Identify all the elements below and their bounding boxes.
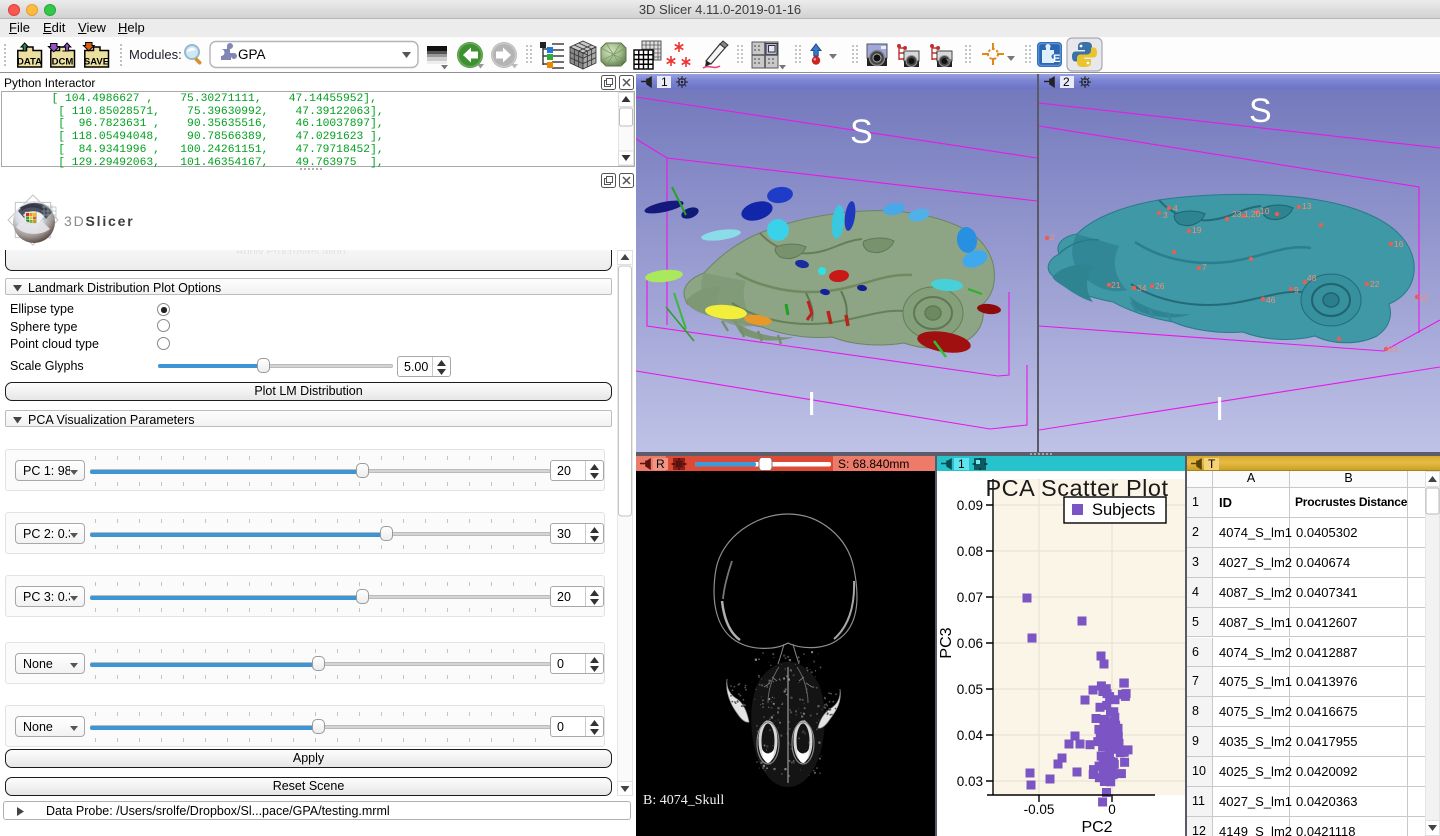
svg-text:0.06: 0.06 <box>957 636 983 651</box>
svg-text:26: 26 <box>1155 281 1165 291</box>
svg-text:PC3: PC3 <box>938 627 955 658</box>
svg-text:2: 2 <box>1063 76 1070 88</box>
svg-text:21: 21 <box>1111 280 1121 290</box>
svg-text:0.09: 0.09 <box>957 498 983 513</box>
svg-text:E: E <box>1053 53 1060 65</box>
svg-text:3DSlicer: 3DSlicer <box>64 213 134 229</box>
svg-text:S: S <box>850 113 873 151</box>
svg-text:0.05: 0.05 <box>957 682 983 697</box>
svg-text:S: S <box>1249 92 1272 130</box>
svg-text:19: 19 <box>1192 225 1202 235</box>
svg-text:0.03: 0.03 <box>957 774 983 789</box>
svg-text:46: 46 <box>1266 295 1276 305</box>
svg-text:53: 53 <box>1388 344 1398 354</box>
svg-text:7: 7 <box>1202 262 1207 272</box>
svg-text:1: 1 <box>661 76 668 88</box>
svg-text:23,1,20: 23,1,20 <box>1232 209 1261 219</box>
svg-text:I: I <box>1215 390 1224 427</box>
svg-text:2: 2 <box>1050 232 1055 242</box>
svg-text:0.04: 0.04 <box>957 728 984 743</box>
svg-text:1: 1 <box>958 458 965 470</box>
svg-text:0.07: 0.07 <box>957 590 983 605</box>
svg-text:SAVE: SAVE <box>84 57 109 68</box>
svg-text:9: 9 <box>1294 285 1299 295</box>
svg-text:R: R <box>656 458 665 470</box>
svg-text:DATA: DATA <box>17 57 42 68</box>
svg-text:0: 0 <box>1108 802 1116 817</box>
svg-text:3: 3 <box>1163 210 1168 220</box>
svg-text:16: 16 <box>1394 239 1404 249</box>
svg-text:0.08: 0.08 <box>957 544 983 559</box>
svg-text:Subjects: Subjects <box>1092 501 1155 519</box>
svg-text:13: 13 <box>1302 201 1312 211</box>
svg-text:-0.05: -0.05 <box>1024 802 1055 817</box>
svg-text:GPA: GPA <box>238 47 266 62</box>
svg-text:22: 22 <box>1370 279 1380 289</box>
svg-text:I: I <box>807 385 816 422</box>
svg-text:34: 34 <box>1137 283 1147 293</box>
svg-text:DCM: DCM <box>52 57 74 68</box>
svg-text:4: 4 <box>1173 203 1178 213</box>
svg-text:48: 48 <box>1307 273 1317 283</box>
svg-text:10: 10 <box>1260 206 1270 216</box>
svg-text:T: T <box>1208 458 1216 470</box>
svg-text:55: 55 <box>1419 293 1429 303</box>
svg-text:PC2: PC2 <box>1081 819 1112 836</box>
